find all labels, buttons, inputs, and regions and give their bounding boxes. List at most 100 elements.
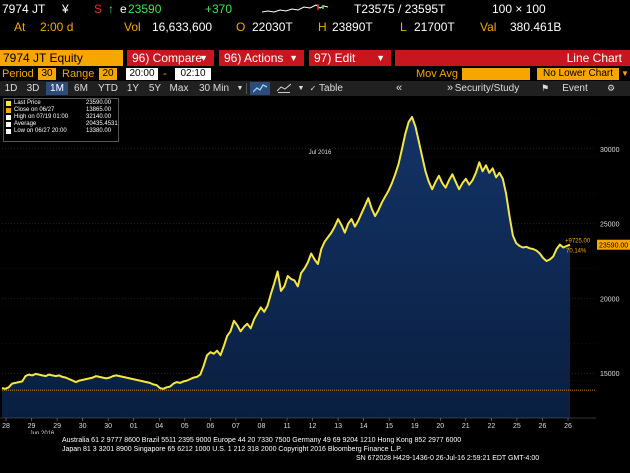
open-label: O <box>236 20 246 34</box>
x-tick-label: 30 <box>79 423 87 430</box>
separator <box>246 83 247 94</box>
time-value: 2:00 d <box>40 20 74 34</box>
legend-label: Average <box>14 121 37 127</box>
edit-button[interactable]: 97) Edit ▼ <box>309 50 391 66</box>
double-chevron-left-icon[interactable]: « <box>395 82 403 94</box>
sparkline-icon <box>262 4 328 13</box>
x-tick-label: 26 <box>539 423 547 430</box>
range-3d-button[interactable]: 3D <box>26 83 40 94</box>
price-line <box>1 115 571 390</box>
last-price: 23590 <box>128 2 162 16</box>
legend-swatch <box>6 115 11 120</box>
x-tick-label: 04 <box>155 423 163 430</box>
range-5y-button[interactable]: 5Y <box>148 83 162 94</box>
x-tick-label: 08 <box>258 423 266 430</box>
x-tick-label: 15 <box>385 423 393 430</box>
range-1d-button[interactable]: 1D <box>4 83 18 94</box>
x-tick-label: 01 <box>130 423 138 430</box>
x-tick-label: 19 <box>411 423 419 430</box>
x-tick-label: 12 <box>309 423 317 430</box>
compare-button[interactable]: 96) Compare ▼ <box>127 50 214 66</box>
range-label: Range <box>62 68 95 80</box>
y-axis: 30000 25000 20000 15000 <box>600 147 620 378</box>
footer: Australia 61 2 9777 8600 Brazil 5511 239… <box>0 436 630 473</box>
flag-icon[interactable]: ⚑ <box>540 83 550 93</box>
open-value: 22030T <box>252 20 293 34</box>
legend-label: High on 07/19 01:00 <box>14 114 69 120</box>
y-tick-label: 20000 <box>600 296 620 303</box>
x-tick-label: 29 <box>53 423 61 430</box>
quote-strip: 7974 JT ¥ S ↑ e 23590 +370 T23575 / 2359… <box>0 0 630 36</box>
frequency-dropdown[interactable]: 30 Min <box>198 83 229 94</box>
chevron-down-icon: ▼ <box>376 53 385 63</box>
x-tick-label: 25 <box>513 423 521 430</box>
range-1y-button[interactable]: 1Y <box>126 83 140 94</box>
legend-value: 20435.4531 <box>86 121 118 127</box>
legend-value: 32140.00 <box>86 114 112 120</box>
compare-label: 96) Compare <box>132 51 203 65</box>
x-tick-label: 29 <box>28 423 36 430</box>
legend-value: 13380.00 <box>86 128 112 134</box>
chart-legend: Last Price 23590.00 Close on 06/27 13865… <box>3 98 119 142</box>
footer-session-info: SN 672028 H429-1436-0 26-Jul-16 2:59:21 … <box>356 455 540 462</box>
volume-label: Vol <box>124 20 141 34</box>
range-dash: - <box>163 68 167 80</box>
range-1m-button[interactable]: 1M <box>46 82 68 95</box>
period-field[interactable]: 30 <box>38 68 56 80</box>
actions-button[interactable]: 96) Actions ▼ <box>219 50 304 66</box>
period-bar: Period 30 Range 20 20:00 - 02:10 Mov Avg… <box>0 67 630 81</box>
chevron-down-icon: ▼ <box>289 53 298 63</box>
range-end-field[interactable]: 02:10 <box>175 68 211 80</box>
event-button[interactable]: Event <box>562 83 588 94</box>
price-area-fill <box>2 116 570 419</box>
pct-annotation: 70.14% <box>566 249 587 255</box>
legend-row: Last Price 23590.00 <box>6 100 116 107</box>
security-field[interactable]: 7974 JT Equity <box>0 50 123 66</box>
chart-type-title: Line Chart <box>395 50 630 66</box>
chart-style-icon[interactable] <box>275 82 293 95</box>
x-tick-label: 26 <box>564 423 572 430</box>
low-label: L <box>400 20 407 34</box>
chevron-down-icon[interactable]: ▼ <box>297 85 305 92</box>
range-max-button[interactable]: Max <box>169 83 189 94</box>
lower-chart-dropdown[interactable]: No Lower Chart <box>537 68 619 80</box>
x-axis: 28 29 29 30 30 01 04 05 06 07 08 11 12 13 14 15 19 20 21 22… <box>0 150 596 434</box>
range-start-field[interactable]: 20:00 <box>126 68 158 80</box>
settings-icon[interactable]: ⚙ <box>606 83 616 93</box>
x-month-label: Jul 2016 <box>309 150 332 156</box>
table-toggle-icon[interactable]: ✓ <box>309 84 317 93</box>
legend-swatch <box>6 108 11 113</box>
high-label: H <box>318 20 327 34</box>
low-value: 21700T <box>414 20 455 34</box>
y-tick-label: 30000 <box>600 147 620 154</box>
price-annotation: +9725.00 70.14% 23590.00 <box>565 239 630 255</box>
time-label: At <box>14 20 26 34</box>
line-chart-icon[interactable] <box>250 82 270 95</box>
mov-avg-field[interactable] <box>462 68 530 80</box>
range-ytd-button[interactable]: YTD <box>98 83 118 94</box>
value-label: Val <box>480 20 497 34</box>
chevron-down-icon[interactable]: ▼ <box>236 85 244 92</box>
bid-ask: T23575 / 23595T <box>354 2 446 16</box>
legend-swatch <box>6 129 11 134</box>
bid-ask-size: 100 × 100 <box>492 2 546 16</box>
edit-label: 97) Edit <box>314 51 356 65</box>
last-price-tag-label: 23590.00 <box>599 243 628 250</box>
range-field[interactable]: 20 <box>99 68 117 80</box>
x-tick-label: 22 <box>487 423 495 430</box>
x-tick-label: 05 <box>181 423 189 430</box>
y-tick-label: 15000 <box>600 371 620 378</box>
range-6m-button[interactable]: 6M <box>74 83 88 94</box>
double-chevron-right-icon[interactable]: » <box>446 82 454 94</box>
chevron-down-icon[interactable]: ▼ <box>621 69 629 78</box>
legend-row: Average 20435.4531 <box>6 121 118 128</box>
up-arrow-icon: ↑ <box>108 2 114 16</box>
table-button[interactable]: Table <box>319 83 343 94</box>
period-label: Period <box>2 68 34 80</box>
footer-contacts-line2: Japan 81 3 3201 8900 Singapore 65 6212 1… <box>62 446 403 453</box>
volume-value: 16,633,600 <box>152 20 213 34</box>
price-chart[interactable]: 30000 25000 20000 15000 28 29 29 30 30 01 04 05 06 0… <box>0 96 630 434</box>
security-study-button[interactable]: Security/Study <box>454 83 520 94</box>
legend-value: 23590.00 <box>86 100 112 106</box>
menu-bar: 7974 JT Equity 96) Compare ▼ 96) Actions ▼… <box>0 50 630 66</box>
